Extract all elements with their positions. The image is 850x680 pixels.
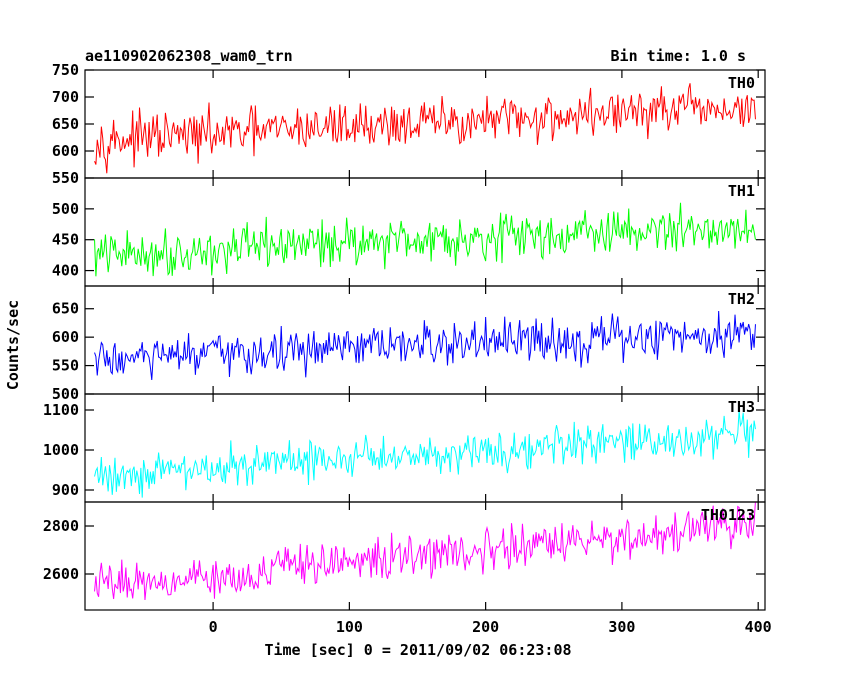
y-tick-label: 600	[52, 328, 79, 346]
panel-th0: 550 600 650 700 750 TH0	[52, 61, 766, 187]
chart-title: ae110902062308_wam0_trn	[85, 47, 293, 65]
x-tick-label: 200	[472, 618, 499, 636]
y-tick-label: 750	[52, 61, 79, 79]
y-tick-label: 900	[52, 481, 79, 499]
y-tick-label: 550	[52, 357, 79, 375]
x-axis-label: Time [sec] 0 = 2011/09/02 06:23:08	[264, 641, 571, 659]
panel-label: TH1	[728, 182, 755, 200]
y-tick-label: 500	[52, 200, 79, 218]
y-axis-label: Counts/sec	[4, 300, 22, 390]
series-th0123	[94, 502, 756, 600]
panel-frame	[84, 393, 766, 503]
y-tick-label: 650	[52, 115, 79, 133]
series-th0	[94, 83, 756, 174]
x-tick-label: 300	[608, 618, 635, 636]
y-tick-label: 1100	[43, 401, 79, 419]
panel-frame	[84, 501, 766, 611]
series-th2	[94, 311, 756, 381]
x-tick-label: 400	[745, 618, 772, 636]
panel-th1: 400 450 500 TH1	[52, 177, 766, 287]
x-tick-label: 100	[336, 618, 363, 636]
panel-label: TH0123	[701, 506, 755, 524]
x-axis-ticks: 0 100 200 300 400	[209, 618, 772, 636]
y-tick-label: 450	[52, 231, 79, 249]
y-tick-label: 400	[52, 262, 79, 280]
panel-th0123: 2600 2800 TH0123	[43, 501, 766, 611]
series-th3	[94, 410, 756, 498]
y-tick-label: 2800	[43, 517, 79, 535]
panel-label: TH3	[728, 398, 755, 416]
y-tick-label: 500	[52, 385, 79, 403]
y-tick-label: 2600	[43, 565, 79, 583]
y-tick-label: 600	[52, 142, 79, 160]
panel-frame	[84, 177, 766, 287]
panel-label: TH0	[728, 74, 755, 92]
y-tick-label: 700	[52, 88, 79, 106]
panel-th2: 500 550 600 650 TH2	[52, 285, 766, 403]
panel-frame	[84, 69, 766, 179]
series-th1	[94, 202, 756, 277]
panel-label: TH2	[728, 290, 755, 308]
y-tick-label: 550	[52, 169, 79, 187]
panel-th3: 900 1000 1100 TH3	[43, 393, 766, 503]
y-tick-label: 650	[52, 300, 79, 318]
y-tick-label: 1000	[43, 441, 79, 459]
x-tick-label: 0	[209, 618, 218, 636]
panels: 550 600 650 700 750 TH0 400 450 500 TH1 500 550 600 6…	[43, 61, 766, 611]
bin-time-label: Bin time: 1.0 s	[611, 47, 746, 65]
